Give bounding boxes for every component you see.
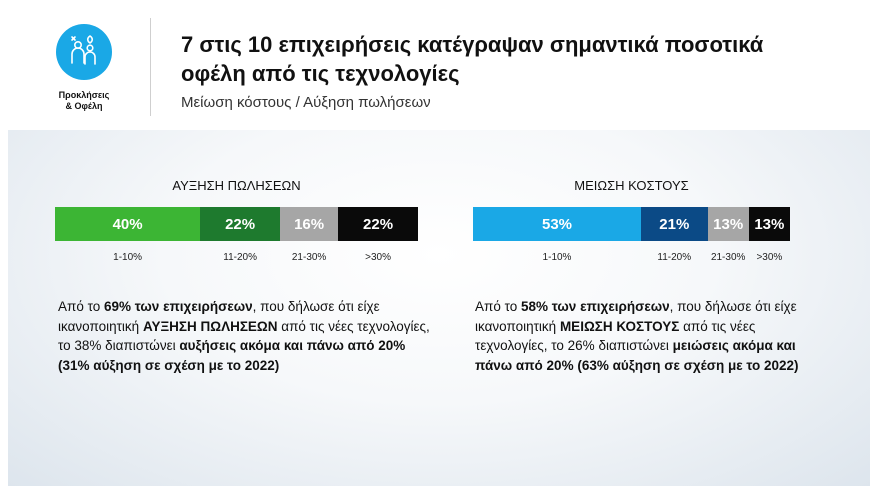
- tick-label: 11-20%: [657, 252, 692, 263]
- tick-label: 21-30%: [291, 252, 327, 263]
- note-emphasis: ΑΥΞΗΣΗ ΠΩΛΗΣΕΩΝ: [142, 318, 278, 334]
- header-divider: [150, 18, 151, 116]
- tick-label: 1-10%: [542, 252, 572, 263]
- data-label: 21%: [659, 215, 690, 233]
- header: Προκλήσεις & Οφέλη 7 στις 10 επιχειρήσει…: [0, 0, 877, 130]
- data-label: 40%: [112, 215, 143, 233]
- note-emphasis: μειώσεις ακόμα και πάνω από 20% (63% αύξ…: [475, 338, 799, 373]
- stacked-bar-sales: 40% 22% 16% 22%: [55, 207, 418, 241]
- chart-title-sales: ΑΥΞΗΣΗ ΠΩΛΗΣΕΩΝ: [172, 178, 301, 193]
- bar-segment-21-30-: 13%: [707, 207, 749, 241]
- data-label: 53%: [541, 215, 573, 233]
- page-title: 7 στις 10 επιχειρήσεις κατέγραψαν σημαντ…: [181, 32, 764, 86]
- note-text: Από το: [58, 299, 104, 314]
- note-emphasis: αυξήσεις ακόμα και πάνω από 20% (31% αύξ…: [58, 338, 406, 373]
- logo-label: Προκλήσεις & Οφέλη: [58, 90, 110, 111]
- page-subtitle: Μείωση κόστους / Αύξηση πωλήσεων: [181, 94, 431, 111]
- note-cost: Από το 58% των επιχειρήσεων, που δήλωσε …: [475, 297, 820, 375]
- note-emphasis: 58% των επιχειρήσεων: [520, 299, 670, 314]
- people-growth-icon: [71, 35, 96, 65]
- bar-segment-1-10-: 53%: [473, 207, 641, 241]
- logo-badge: [56, 24, 112, 80]
- note-text: από τις νέες τεχνολογίες, το 26% διαπιστ…: [475, 318, 756, 354]
- tick-label: 11-20%: [223, 252, 257, 263]
- bar-segment--30-: 22%: [338, 207, 418, 241]
- tick-label: >30%: [365, 252, 391, 263]
- tick-label: >30%: [756, 252, 783, 263]
- bar-segment-11-20-: 21%: [641, 207, 708, 241]
- note-emphasis: ΜΕΙΩΣΗ ΚΟΣΤΟΥΣ: [559, 318, 680, 334]
- stacked-bar-cost: 53% 21% 13% 13%: [473, 207, 790, 241]
- bar-segment-1-10-: 40%: [55, 207, 201, 241]
- note-text: Από το: [475, 299, 521, 314]
- bar-segment--30-: 13%: [748, 207, 790, 241]
- note-sales: Από το 69% των επιχειρήσεων, που δήλωσε …: [58, 297, 438, 375]
- tick-labels-cost: 1-10% 11-20% 21-30% >30%: [473, 252, 790, 266]
- chart-panel: [8, 130, 870, 486]
- note-text: από τις νέες τεχνολογίες, το 38% διαπιστ…: [58, 318, 430, 354]
- tick-labels-sales: 1-10% 11-20% 21-30% >30%: [55, 252, 418, 266]
- bar-segment-11-20-: 22%: [200, 207, 281, 241]
- data-label: 16%: [294, 215, 325, 233]
- tick-label: 21-30%: [710, 252, 746, 263]
- data-label: 22%: [225, 215, 256, 233]
- note-text: , που δήλωσε ότι είχε ικανοποιητική: [58, 299, 380, 334]
- data-label: 13%: [713, 215, 744, 233]
- note-text: , που δήλωσε ότι είχε ικανοποιητική: [475, 299, 797, 334]
- data-label: 13%: [754, 215, 785, 233]
- chart-title-cost: ΜΕΙΩΣΗ ΚΟΣΤΟΥΣ: [574, 178, 689, 193]
- bar-segment-21-30-: 16%: [280, 207, 339, 241]
- note-emphasis: 69% των επιχειρήσεων: [103, 299, 253, 314]
- tick-label: 1-10%: [113, 252, 143, 263]
- data-label: 22%: [363, 215, 394, 233]
